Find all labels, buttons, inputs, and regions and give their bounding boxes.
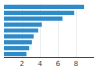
svg-text:6: 6	[56, 60, 61, 68]
svg-text:2: 2	[20, 60, 24, 68]
svg-text:8: 8	[74, 60, 78, 68]
svg-text:4: 4	[38, 60, 43, 68]
